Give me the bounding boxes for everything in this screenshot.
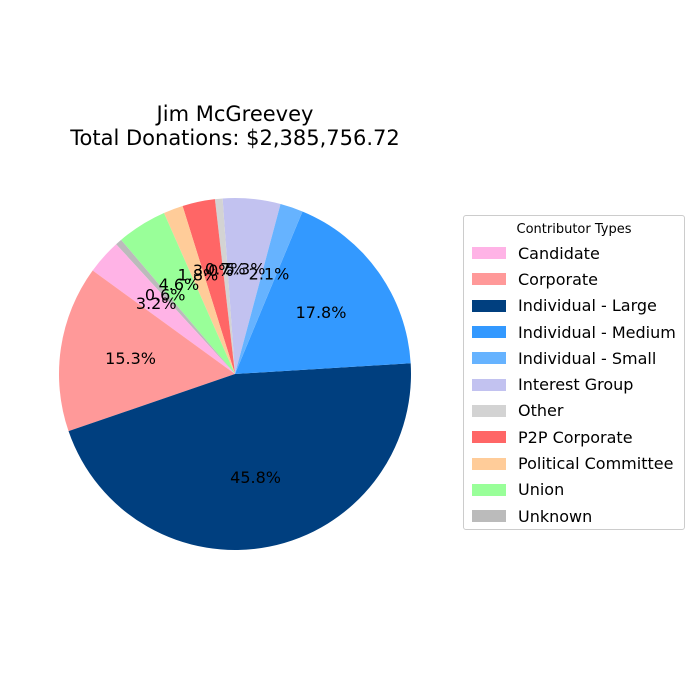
legend-swatch-interest-group: [472, 378, 506, 391]
pie-label-union: 4.6%: [159, 275, 200, 294]
pie-slice-other: [214, 198, 235, 374]
pie-slice-political-committee: [163, 205, 235, 374]
legend-item-other: Other: [464, 398, 684, 424]
legend-swatch-individual-medium: [472, 326, 506, 339]
legend-item-interest-group: Interest Group: [464, 371, 684, 397]
legend-item-union: Union: [464, 477, 684, 503]
legend-item-individual-large: Individual - Large: [464, 293, 684, 319]
pie-label-candidate: 3.2%: [136, 294, 177, 313]
legend: Contributor Types Candidate Corporate Indi…: [463, 215, 685, 530]
pie-label-unknown: 0.6%: [145, 285, 186, 304]
pie-slice-individual-medium: [235, 211, 411, 374]
pie-label-individual-large: 45.8%: [230, 468, 281, 487]
chart-title-line1: Jim McGreevey: [156, 102, 314, 126]
legend-item-candidate: Candidate: [464, 240, 684, 266]
legend-swatch-union: [472, 483, 506, 496]
pie-slice-p2p-corporate: [182, 199, 235, 374]
legend-item-corporate: Corporate: [464, 266, 684, 292]
legend-label-other: Other: [518, 401, 564, 421]
pie-label-individual-small: 2.1%: [249, 265, 290, 284]
legend-swatch-unknown: [472, 510, 506, 523]
pie-slice-individual-small: [235, 203, 303, 374]
legend-swatch-individual-small: [472, 352, 506, 365]
legend-label-unknown: Unknown: [518, 506, 593, 526]
pie-label-interest-group: 5.3%: [225, 259, 266, 278]
legend-swatch-political-committee: [472, 457, 506, 470]
legend-item-individual-small: Individual - Small: [464, 345, 684, 371]
legend-swatch-p2p-corporate: [472, 431, 506, 444]
legend-label-candidate: Candidate: [518, 243, 600, 263]
legend-label-individual-medium: Individual - Medium: [518, 322, 676, 342]
chart-title-line2: Total Donations: $2,385,756.72: [70, 126, 400, 150]
pie-label-other: 0.7%: [205, 259, 246, 278]
pie-slice-unknown: [116, 239, 235, 374]
legend-label-corporate: Corporate: [518, 269, 598, 289]
pie-slice-interest-group: [222, 198, 281, 374]
legend-item-political-committee: Political Committee: [464, 450, 684, 476]
legend-label-union: Union: [518, 480, 565, 500]
pie-label-p2p-corporate: 3.0%: [193, 261, 234, 280]
pie-slice-corporate: [58, 270, 235, 432]
legend-label-individual-large: Individual - Large: [518, 296, 657, 316]
legend-item-p2p-corporate: P2P Corporate: [464, 424, 684, 450]
pie-slice-individual-large: [68, 363, 411, 551]
pie-slice-candidate: [92, 244, 236, 374]
legend-label-interest-group: Interest Group: [518, 375, 634, 395]
legend-swatch-other: [472, 404, 506, 417]
legend-item-individual-medium: Individual - Medium: [464, 319, 684, 345]
chart-title: Jim McGreevey Total Donations: $2,385,75…: [0, 102, 470, 150]
legend-title: Contributor Types: [516, 222, 632, 237]
legend-swatch-corporate: [472, 273, 506, 286]
pie-label-political-committee: 1.8%: [178, 266, 219, 285]
legend-label-political-committee: Political Committee: [518, 454, 674, 474]
legend-swatch-candidate: [472, 247, 506, 260]
pie-slice-union: [121, 212, 235, 374]
pie-label-corporate: 15.3%: [105, 349, 156, 368]
pie-label-individual-medium: 17.8%: [296, 303, 347, 322]
legend-swatch-individual-large: [472, 299, 506, 312]
legend-item-unknown: Unknown: [464, 503, 684, 529]
legend-label-p2p-corporate: P2P Corporate: [518, 427, 633, 447]
legend-label-individual-small: Individual - Small: [518, 348, 657, 368]
